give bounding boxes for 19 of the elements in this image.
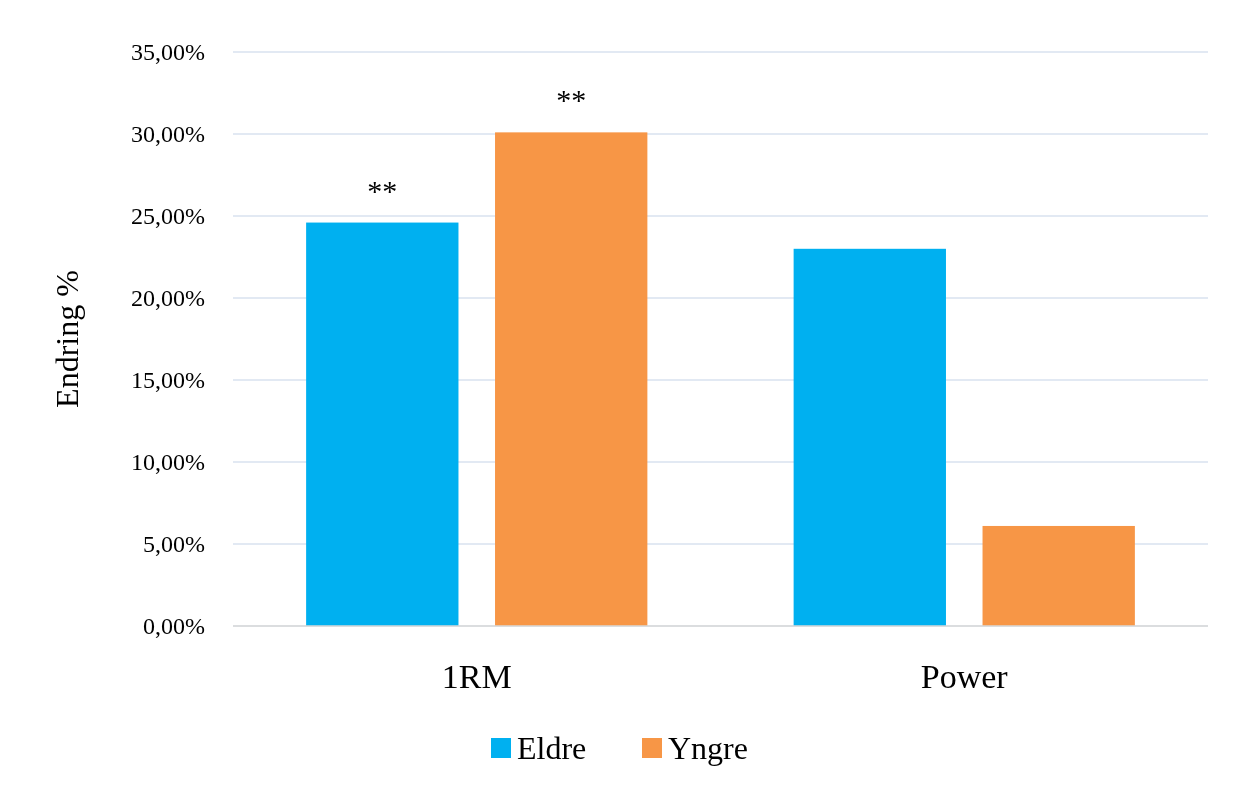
bar	[793, 248, 946, 626]
annotation: **	[367, 173, 398, 207]
y-tick-label: 30,00%	[131, 121, 205, 148]
y-tick-label: 5,00%	[143, 531, 205, 558]
legend-label: Eldre	[517, 730, 587, 766]
legend-label: Yngre	[668, 730, 748, 766]
annotation: **	[556, 83, 587, 117]
y-tick-label: 25,00%	[131, 203, 205, 230]
y-tick-label: 20,00%	[131, 285, 205, 312]
bar	[982, 525, 1135, 626]
bar	[495, 132, 648, 626]
y-axis-title: Endring %	[49, 270, 85, 408]
y-tick-label: 10,00%	[131, 449, 205, 476]
y-tick-label: 15,00%	[131, 367, 205, 394]
bar	[306, 222, 459, 626]
x-tick-label: 1RM	[441, 658, 512, 695]
y-tick-label: 35,00%	[131, 39, 205, 66]
x-tick-label: Power	[920, 658, 1009, 695]
y-tick-label: 0,00%	[143, 613, 205, 640]
